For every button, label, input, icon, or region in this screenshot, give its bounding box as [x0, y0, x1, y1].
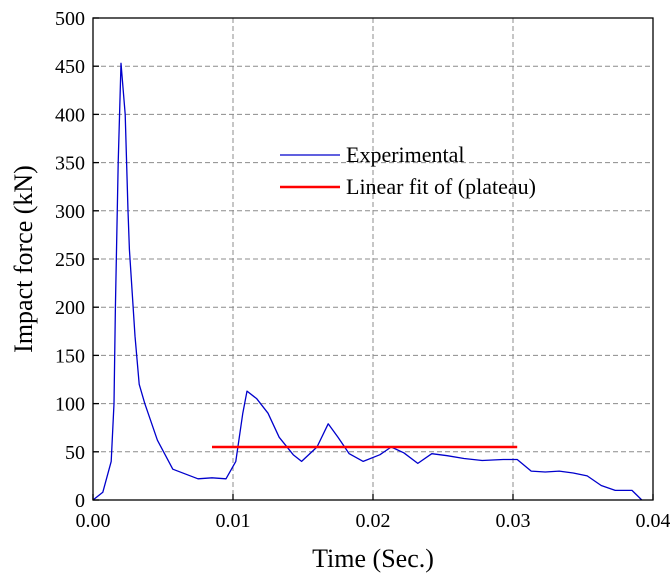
- y-tick-label: 100: [55, 394, 85, 416]
- y-tick-label: 200: [55, 297, 85, 319]
- y-tick-label: 150: [55, 345, 85, 367]
- x-tick-label: 0.01: [216, 510, 251, 532]
- x-tick-label: 0.00: [76, 510, 111, 532]
- y-axis-title: Impact force (kN): [9, 165, 38, 353]
- series-line-experimental: [92, 62, 643, 501]
- y-tick-label: 400: [55, 104, 85, 126]
- y-tick-label: 350: [55, 153, 85, 175]
- x-axis-title: Time (Sec.): [312, 544, 434, 573]
- legend-label-linear-fit-of-plateau: Linear fit of (plateau): [346, 174, 536, 199]
- y-tick-label: 300: [55, 201, 85, 223]
- y-tick-label: 50: [65, 442, 85, 464]
- x-tick-label: 0.04: [636, 510, 670, 532]
- y-tick-label: 0: [75, 490, 85, 512]
- legend: Experimental Linear fit of (plateau): [280, 142, 536, 199]
- series-layer: [92, 62, 643, 501]
- x-tick-label: 0.03: [496, 510, 531, 532]
- x-tick-label: 0.02: [356, 510, 391, 532]
- y-tick-label: 450: [55, 56, 85, 78]
- y-tick-label: 500: [55, 8, 85, 30]
- tick-layer: 0.00 0.01 0.02 0.03 0.04 0 50 100 150 200 250 300 35…: [55, 8, 670, 532]
- y-tick-label: 250: [55, 249, 85, 271]
- legend-label-experimental: Experimental: [346, 142, 465, 167]
- grid-layer: [93, 18, 653, 500]
